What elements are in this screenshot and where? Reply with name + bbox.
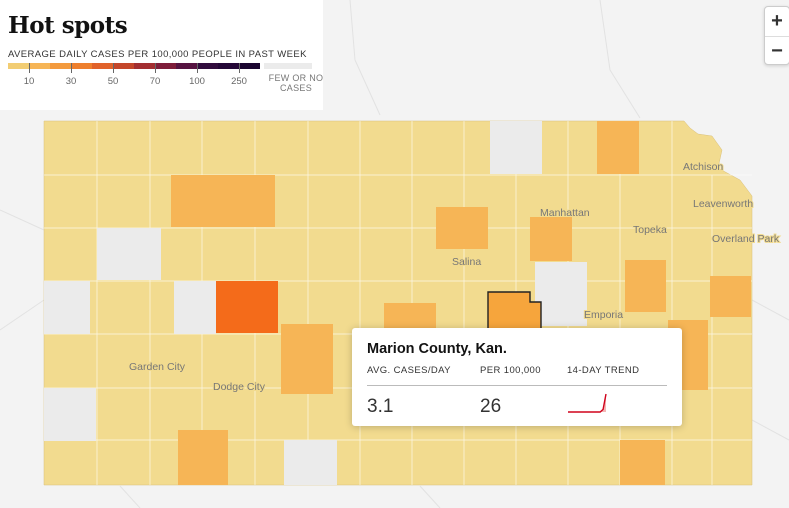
few-cases-counties <box>44 121 587 485</box>
legend-color-swatch <box>113 63 134 69</box>
county-elevated-5 <box>625 260 666 312</box>
county-few-center <box>535 262 587 326</box>
tooltip-cases-label: AVG. CASES/DAY <box>367 365 451 376</box>
county-few-w1 <box>44 281 90 334</box>
tooltip-value-row: 3.1 26 <box>367 386 667 426</box>
county-hotspot <box>216 281 278 333</box>
county-few-w2 <box>174 281 216 334</box>
legend-color-swatch <box>239 63 260 69</box>
county-elevated-9 <box>178 430 228 485</box>
county-elevated-4 <box>530 217 572 261</box>
legend-color-swatch <box>155 63 176 69</box>
county-tooltip: Marion County, Kan. AVG. CASES/DAY PER 1… <box>352 328 682 426</box>
county-few-sw <box>44 388 96 441</box>
legend-title: Hot spots <box>8 12 128 39</box>
legend-tick <box>239 63 240 73</box>
county-elevated-8 <box>384 303 436 328</box>
legend-tick-label: 10 <box>23 76 35 87</box>
legend-few-cases-label: FEW OR NO CASES <box>268 73 324 93</box>
city-label-leavenworth: Leavenworth <box>693 198 753 210</box>
legend-tick-label: 30 <box>65 76 77 87</box>
city-label-atchison: Atchison <box>683 161 723 173</box>
zoom-controls: + − <box>764 6 789 65</box>
county-elevated-10 <box>620 440 665 485</box>
legend-tick-label: 250 <box>231 76 247 87</box>
legend-color-swatch <box>218 63 239 69</box>
tooltip-cases-value: 3.1 <box>367 396 394 417</box>
county-elevated-3 <box>436 207 488 249</box>
legend-color-swatch <box>50 63 71 69</box>
county-few-ne <box>490 121 542 174</box>
tooltip-trend-label: 14-DAY TREND <box>567 365 640 376</box>
city-label-salina: Salina <box>452 256 481 268</box>
county-elevated-6 <box>710 276 751 317</box>
legend-color-swatch <box>134 63 155 69</box>
legend-tick <box>197 63 198 73</box>
legend-color-swatch <box>197 63 218 69</box>
legend-tick <box>29 63 30 73</box>
city-label-overland-park: Overland Park <box>712 233 780 245</box>
legend-color-swatch <box>92 63 113 69</box>
county-elevated-2 <box>597 121 639 174</box>
legend-color-bar <box>8 63 260 69</box>
county-elevated-1 <box>171 175 275 227</box>
legend-tick-label: 50 <box>107 76 119 87</box>
legend-color-swatch <box>29 63 50 69</box>
zoom-out-button[interactable]: − <box>765 36 789 65</box>
trend-area <box>568 394 606 412</box>
county-few-s <box>284 440 337 485</box>
legend-panel: Hot spots AVERAGE DAILY CASES PER 100,00… <box>0 0 323 110</box>
legend-color-scale: 10 30 50 70 100 250 FEW OR NO CASES <box>8 63 323 103</box>
city-label-garden-city: Garden City <box>129 361 186 373</box>
legend-tick <box>155 63 156 73</box>
legend-subtitle: AVERAGE DAILY CASES PER 100,000 PEOPLE I… <box>8 49 307 60</box>
zoom-in-button[interactable]: + <box>771 10 783 32</box>
city-label-dodge-city: Dodge City <box>213 381 266 393</box>
tooltip-per100k-value: 26 <box>480 396 502 417</box>
elevated-counties <box>171 121 751 485</box>
city-label-emporia: Emporia <box>584 309 623 321</box>
legend-tick-label: 100 <box>189 76 205 87</box>
tooltip-county-name: Marion County, Kan. <box>367 341 507 357</box>
city-label-manhattan: Manhattan <box>540 207 590 219</box>
tooltip-trend-sparkline <box>568 393 607 413</box>
county-elevated-7 <box>281 324 333 394</box>
tooltip-header-row: AVG. CASES/DAY PER 100,000 14-DAY TREND <box>367 365 667 386</box>
legend-tick <box>113 63 114 73</box>
legend-tick-label: 70 <box>149 76 161 87</box>
city-label-topeka: Topeka <box>633 224 667 236</box>
tooltip-per100k-label: PER 100,000 <box>480 365 541 376</box>
county-few-nw <box>97 228 161 280</box>
legend-color-swatch <box>71 63 92 69</box>
legend-tick <box>71 63 72 73</box>
legend-color-swatch <box>176 63 197 69</box>
legend-color-swatch <box>8 63 29 69</box>
legend-few-cases-swatch <box>264 63 312 69</box>
trend-line <box>568 393 607 413</box>
